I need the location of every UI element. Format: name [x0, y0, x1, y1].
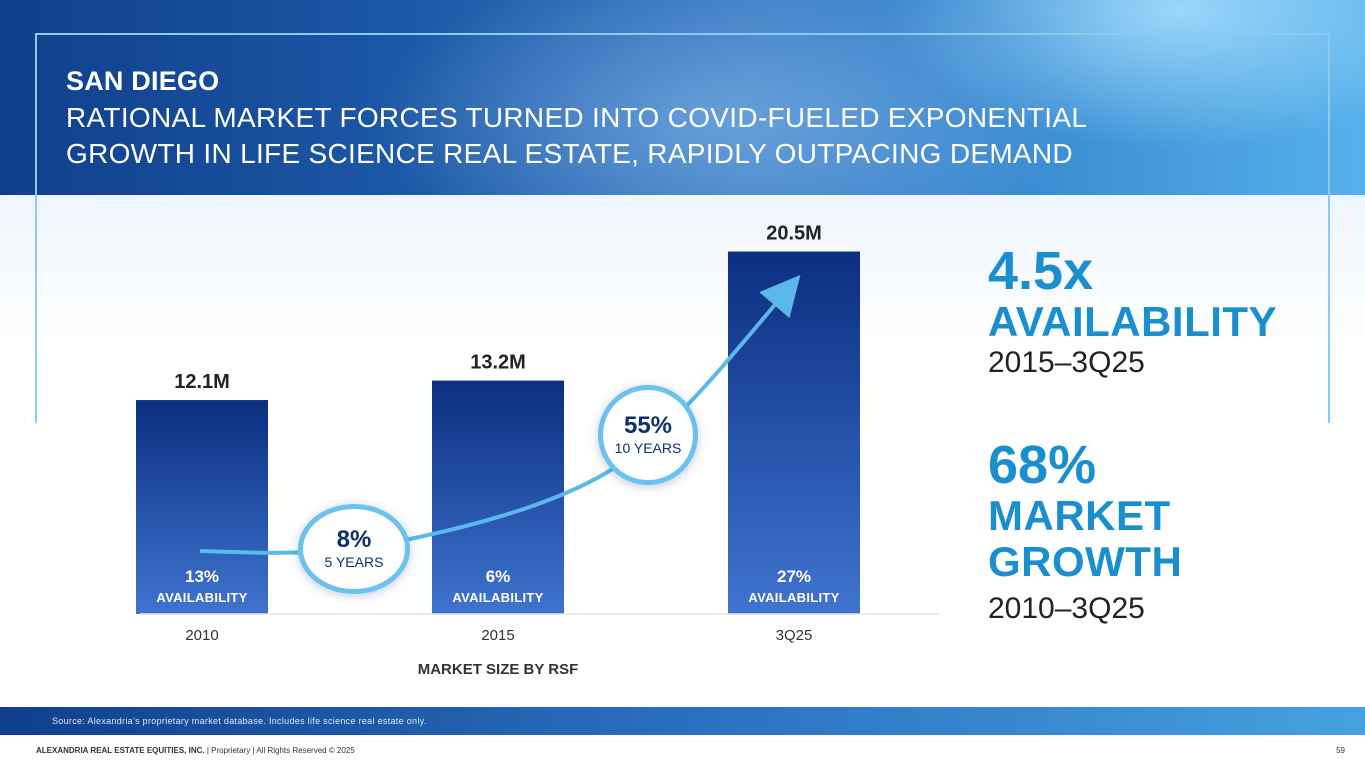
bar-value-label: 13.2M [470, 352, 526, 374]
annotation-bubble-10yr: 55% 10 YEARS [598, 385, 698, 485]
source-band: Source: Alexandria’s proprietary market … [0, 707, 1365, 735]
header-band [0, 0, 1365, 195]
annotation-period: 5 YEARS [324, 554, 384, 570]
bar-availability-label: AVAILABILITY [452, 590, 543, 605]
annotation-period: 10 YEARS [614, 440, 682, 456]
footer: ALEXANDRIA REAL ESTATE EQUITIES, INC. | … [36, 746, 355, 755]
market-size-chart: 12.1M 13% AVAILABILITY 2010 13.2M 6% AVAILABIL… [136, 223, 940, 678]
stat-availability: 4.5x AVAILABILITY 2015–3Q25 [988, 243, 1277, 381]
stat-period: 2010–3Q25 [988, 592, 1145, 625]
bars-group: 12.1M 13% AVAILABILITY 2010 13.2M 6% AVAILABIL… [136, 223, 860, 644]
x-tick-label: 2010 [185, 627, 218, 644]
annotation-bubble-5yr: 8% 5 YEARS [298, 504, 410, 594]
x-tick-label: 3Q25 [776, 627, 813, 644]
annotation-value: 55% [623, 412, 673, 439]
stat-period: 2015–3Q25 [988, 346, 1145, 379]
bar-3Q25 [728, 251, 860, 614]
title-frame [35, 33, 1330, 423]
title-block: SAN DIEGO RATIONAL MARKET FORCES TURNED … [66, 66, 1216, 172]
bar-value-label: 12.1M [174, 371, 230, 393]
stat-value: 4.5x [988, 241, 1094, 301]
stat-label-line1: MARKET [988, 492, 1171, 539]
page-subtitle: RATIONAL MARKET FORCES TURNED INTO COVID… [66, 102, 1087, 169]
bar-availability-value: 27% [777, 567, 811, 586]
bar-availability-label: AVAILABILITY [748, 590, 839, 605]
page-title: SAN DIEGO [66, 66, 220, 96]
stat-label: AVAILABILITY [988, 298, 1278, 345]
stat-value: 68% [988, 435, 1097, 495]
stat-label-line2: GROWTH [988, 538, 1183, 585]
bar-availability-label: AVAILABILITY [156, 590, 247, 605]
source-note: Source: Alexandria’s proprietary market … [52, 716, 427, 726]
annotation-value: 8% [336, 526, 372, 553]
x-axis-label: MARKET SIZE BY RSF [418, 661, 579, 678]
stat-market-growth: 68% MARKET GROWTH 2010–3Q25 [988, 437, 1182, 627]
footer-company: ALEXANDRIA REAL ESTATE EQUITIES, INC. [36, 746, 205, 755]
bar-2010 [136, 400, 268, 614]
bar-value-label: 20.5M [766, 223, 822, 245]
bar-availability-value: 13% [185, 567, 219, 586]
bar-availability-value: 6% [486, 567, 511, 586]
page-number: 59 [1336, 746, 1345, 755]
x-tick-label: 2015 [481, 627, 514, 644]
bar-2015 [432, 380, 564, 614]
footer-rights: | Proprietary | All Rights Reserved © 20… [204, 746, 355, 755]
